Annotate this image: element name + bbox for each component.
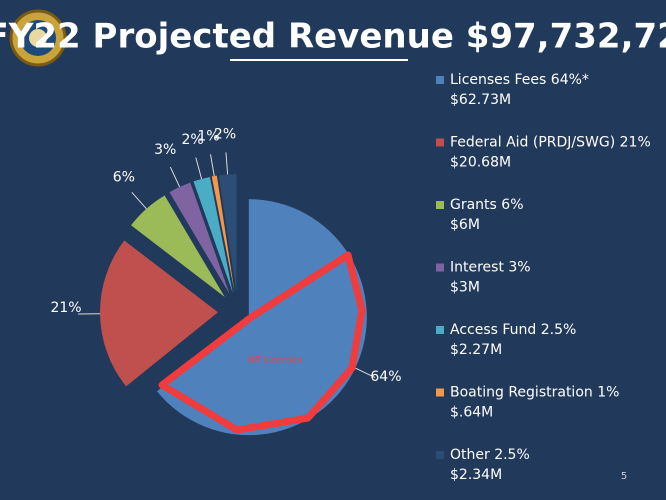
value-label: 64% <box>370 369 401 385</box>
legend-label: Other 2.5% <box>450 447 530 463</box>
legend-label: Licenses Fees 64%* <box>450 72 589 88</box>
legend-swatch <box>436 388 444 397</box>
legend-label: Grants 6% <box>450 197 524 213</box>
legend-label: Federal Aid (PRDJ/SWG) 21% <box>450 135 651 151</box>
legend: Licenses Fees 64%* $62.73M Federal Aid (PR… <box>436 72 651 483</box>
highlight-outline <box>158 251 366 434</box>
legend-swatch <box>436 326 444 334</box>
value-label: 1% <box>197 129 219 145</box>
pie: 64% 21% 6% 3% 2%1%2% <box>50 126 402 436</box>
leader-line <box>355 367 376 379</box>
legend-swatch <box>436 76 444 84</box>
legend-swatch <box>436 451 444 459</box>
value-label: 3% <box>154 142 176 158</box>
legend-amount: $62.73M <box>450 92 511 108</box>
leader-line <box>195 157 203 180</box>
legend-swatch <box>436 263 444 272</box>
page-number: 5 <box>621 471 627 482</box>
legend-amount: $6M <box>450 217 480 233</box>
pie-slice <box>211 175 235 293</box>
legend-swatch <box>436 138 444 147</box>
legend-amount: $2.34M <box>450 467 502 483</box>
pie-slice <box>156 199 367 436</box>
legend-amount: $2.27M <box>450 342 502 358</box>
logo <box>9 9 67 67</box>
legend-amount: $.64M <box>450 405 493 421</box>
value-label: 21% <box>50 300 81 316</box>
legend-label: Boating Registration 1% <box>450 385 619 401</box>
chart-title: FY22 Projected Revenue $97,732,721 <box>0 17 666 57</box>
leader-line <box>225 152 229 175</box>
value-label: 6% <box>113 169 135 185</box>
pie-slice <box>100 240 219 387</box>
pie-slice <box>131 195 225 298</box>
legend-swatch <box>436 201 444 209</box>
annotation: NR Licenses <box>248 356 303 366</box>
legend-label: Interest 3% <box>450 260 531 276</box>
pie-slice <box>193 176 233 293</box>
leader-line <box>131 191 147 210</box>
value-label: 2% <box>214 126 236 142</box>
legend-label: Access Fund 2.5% <box>450 322 576 338</box>
legend-amount: $3M <box>450 280 480 296</box>
leader-line <box>169 166 181 188</box>
value-label: 2% <box>182 132 204 148</box>
leader-line <box>209 154 215 177</box>
pie-slice <box>218 174 237 293</box>
pie-slice <box>169 182 230 294</box>
legend-amount: $20.68M <box>450 155 511 171</box>
